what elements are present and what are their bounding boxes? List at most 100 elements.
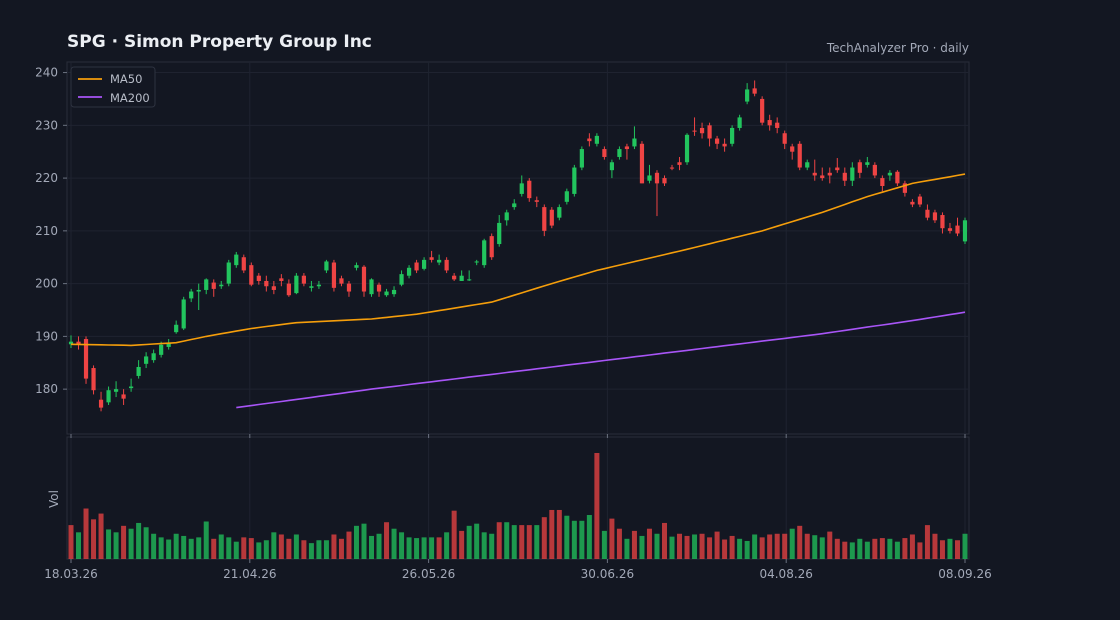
candle-body xyxy=(264,280,269,287)
candle-body xyxy=(910,201,915,205)
candle-body xyxy=(527,180,532,199)
candle-body xyxy=(737,117,742,128)
volume-bar xyxy=(752,534,758,559)
time-axis: 18.03.26 21.04.26 26.05.26 30.06.26 04.08.26… xyxy=(44,434,992,581)
volume-bar xyxy=(707,537,713,559)
candle-body xyxy=(850,167,855,181)
data-source-label: TechAnalyzer Pro · daily xyxy=(826,41,969,55)
candle-body xyxy=(286,283,291,296)
candle-body xyxy=(887,172,892,176)
candle-body xyxy=(391,289,397,295)
volume-bar xyxy=(98,513,104,559)
grid-lines xyxy=(67,62,969,559)
candle-body xyxy=(564,191,569,202)
candle-body xyxy=(857,162,862,173)
candle-body xyxy=(68,341,74,345)
candle-body xyxy=(219,284,224,287)
candle-body xyxy=(760,98,765,123)
volume-bar xyxy=(91,519,97,559)
volume-axis-label: Vol xyxy=(47,490,61,508)
volume-bar xyxy=(661,522,667,559)
volume-bar xyxy=(759,537,765,559)
candle-body xyxy=(83,339,89,379)
candle-body xyxy=(955,225,960,234)
candle-body xyxy=(369,279,374,295)
volume-bar xyxy=(827,531,833,559)
volume-bar xyxy=(338,538,344,559)
volume-bar xyxy=(256,542,262,559)
volume-bar xyxy=(83,508,89,559)
y-tick-label: 200 xyxy=(35,277,58,291)
volume-panel xyxy=(66,436,970,560)
volume-bar xyxy=(639,535,645,559)
candle-body xyxy=(339,278,344,284)
candle-body xyxy=(895,171,900,184)
candle-body xyxy=(647,175,652,181)
volume-bar xyxy=(474,523,480,559)
volume-bar xyxy=(767,534,773,559)
volume-bar xyxy=(263,540,269,559)
volume-bar xyxy=(939,540,945,559)
candle-body xyxy=(617,149,622,157)
candle-body xyxy=(797,143,802,168)
volume-bar xyxy=(714,531,720,559)
candle-body xyxy=(241,257,246,271)
volume-bar xyxy=(391,528,397,559)
candle-body xyxy=(346,283,352,292)
candle-body xyxy=(91,368,96,391)
ma50-line xyxy=(70,173,966,347)
volume-bar xyxy=(444,532,450,559)
volume-bar xyxy=(594,453,600,559)
candle-body xyxy=(444,259,449,271)
volume-bar xyxy=(722,539,728,559)
candle-body xyxy=(594,135,599,144)
volume-bar xyxy=(286,538,292,559)
volume-bar xyxy=(308,543,314,559)
candle-body xyxy=(204,279,209,290)
volume-bar xyxy=(181,535,187,559)
volume-bar xyxy=(496,522,502,559)
candle-body xyxy=(820,175,825,179)
volume-bar xyxy=(616,528,622,559)
candle-body xyxy=(692,130,697,132)
candle-body xyxy=(189,291,194,299)
candle-body xyxy=(677,162,682,165)
volume-bar xyxy=(902,538,908,559)
candle-body xyxy=(602,149,607,157)
candle-body xyxy=(699,127,705,134)
volume-bar xyxy=(804,533,810,559)
candle-body xyxy=(624,146,630,150)
volume-bar xyxy=(677,533,683,559)
candle-body xyxy=(429,257,434,260)
volume-bar xyxy=(151,533,157,559)
candle-body xyxy=(775,122,780,128)
candle-body xyxy=(872,164,877,176)
candle-body xyxy=(932,212,938,221)
candle-body xyxy=(181,299,186,329)
volume-bar xyxy=(586,515,592,559)
volume-bar xyxy=(954,540,960,559)
candle-body xyxy=(316,284,322,287)
volume-bar xyxy=(278,534,284,559)
candle-body xyxy=(271,286,276,290)
volume-bar xyxy=(857,538,863,559)
volume-bar xyxy=(564,515,570,559)
legend-ma200-label: MA200 xyxy=(110,91,150,105)
volume-bar xyxy=(819,537,825,559)
volume-bar xyxy=(489,533,495,559)
volume-bar xyxy=(331,534,337,559)
volume-bar xyxy=(526,525,532,559)
volume-bar xyxy=(323,540,329,559)
candle-body xyxy=(406,267,412,276)
volume-bar xyxy=(346,531,352,559)
volume-bar xyxy=(744,540,750,559)
candle-body xyxy=(474,261,479,263)
candle-body xyxy=(452,275,457,280)
volume-bar xyxy=(872,538,878,559)
legend: MA50 MA200 xyxy=(70,66,156,108)
volume-bar xyxy=(579,520,585,559)
volume-bar xyxy=(196,537,202,559)
candle-body xyxy=(166,342,171,347)
candle-body xyxy=(144,356,149,364)
volume-bar xyxy=(233,541,239,559)
